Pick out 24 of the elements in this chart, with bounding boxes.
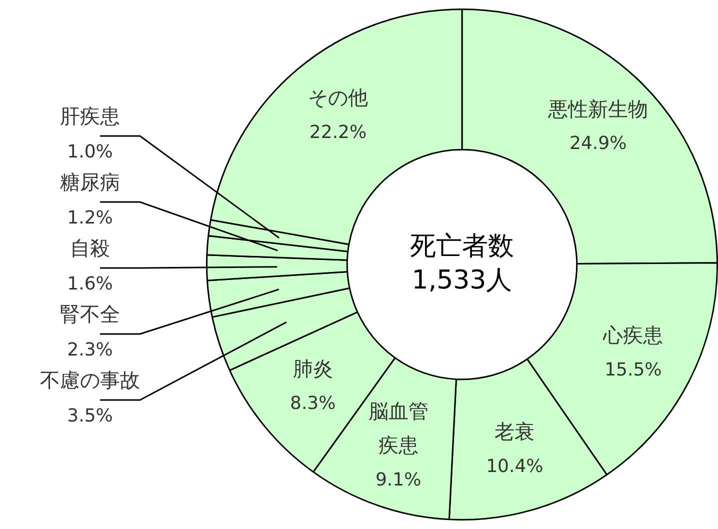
- slice-label: 老衰: [494, 419, 535, 444]
- slice-label: 心疾患: [602, 322, 664, 347]
- slice-label: 肝疾患: [60, 104, 120, 128]
- data-label: 2.3%: [67, 340, 113, 361]
- text: 1,533人: [412, 265, 512, 296]
- data-label: 24.9%: [569, 133, 627, 154]
- data-label: 1.0%: [67, 142, 113, 163]
- data-label: 10.4%: [486, 456, 544, 477]
- slice-label: 不慮の事故: [40, 368, 140, 392]
- data-label: 22.2%: [309, 122, 367, 144]
- text: 死亡者数: [410, 231, 514, 262]
- slice-label: 糖尿病: [60, 170, 120, 194]
- data-label: 9.1%: [375, 469, 422, 490]
- data-label: 1.6%: [67, 274, 113, 295]
- slice-label: 脳血管疾患: [368, 398, 428, 457]
- slice-label: 悪性新生物: [547, 96, 648, 121]
- data-label: 1.2%: [67, 208, 113, 229]
- slice-label: その他: [308, 86, 368, 110]
- data-label: 15.5%: [604, 359, 662, 380]
- slice-label: 腎不全: [60, 302, 120, 326]
- slice-label: 肺炎: [292, 356, 333, 380]
- data-label: 3.5%: [67, 406, 113, 427]
- data-label: 8.3%: [290, 392, 336, 414]
- slice-label: 自殺: [70, 236, 110, 260]
